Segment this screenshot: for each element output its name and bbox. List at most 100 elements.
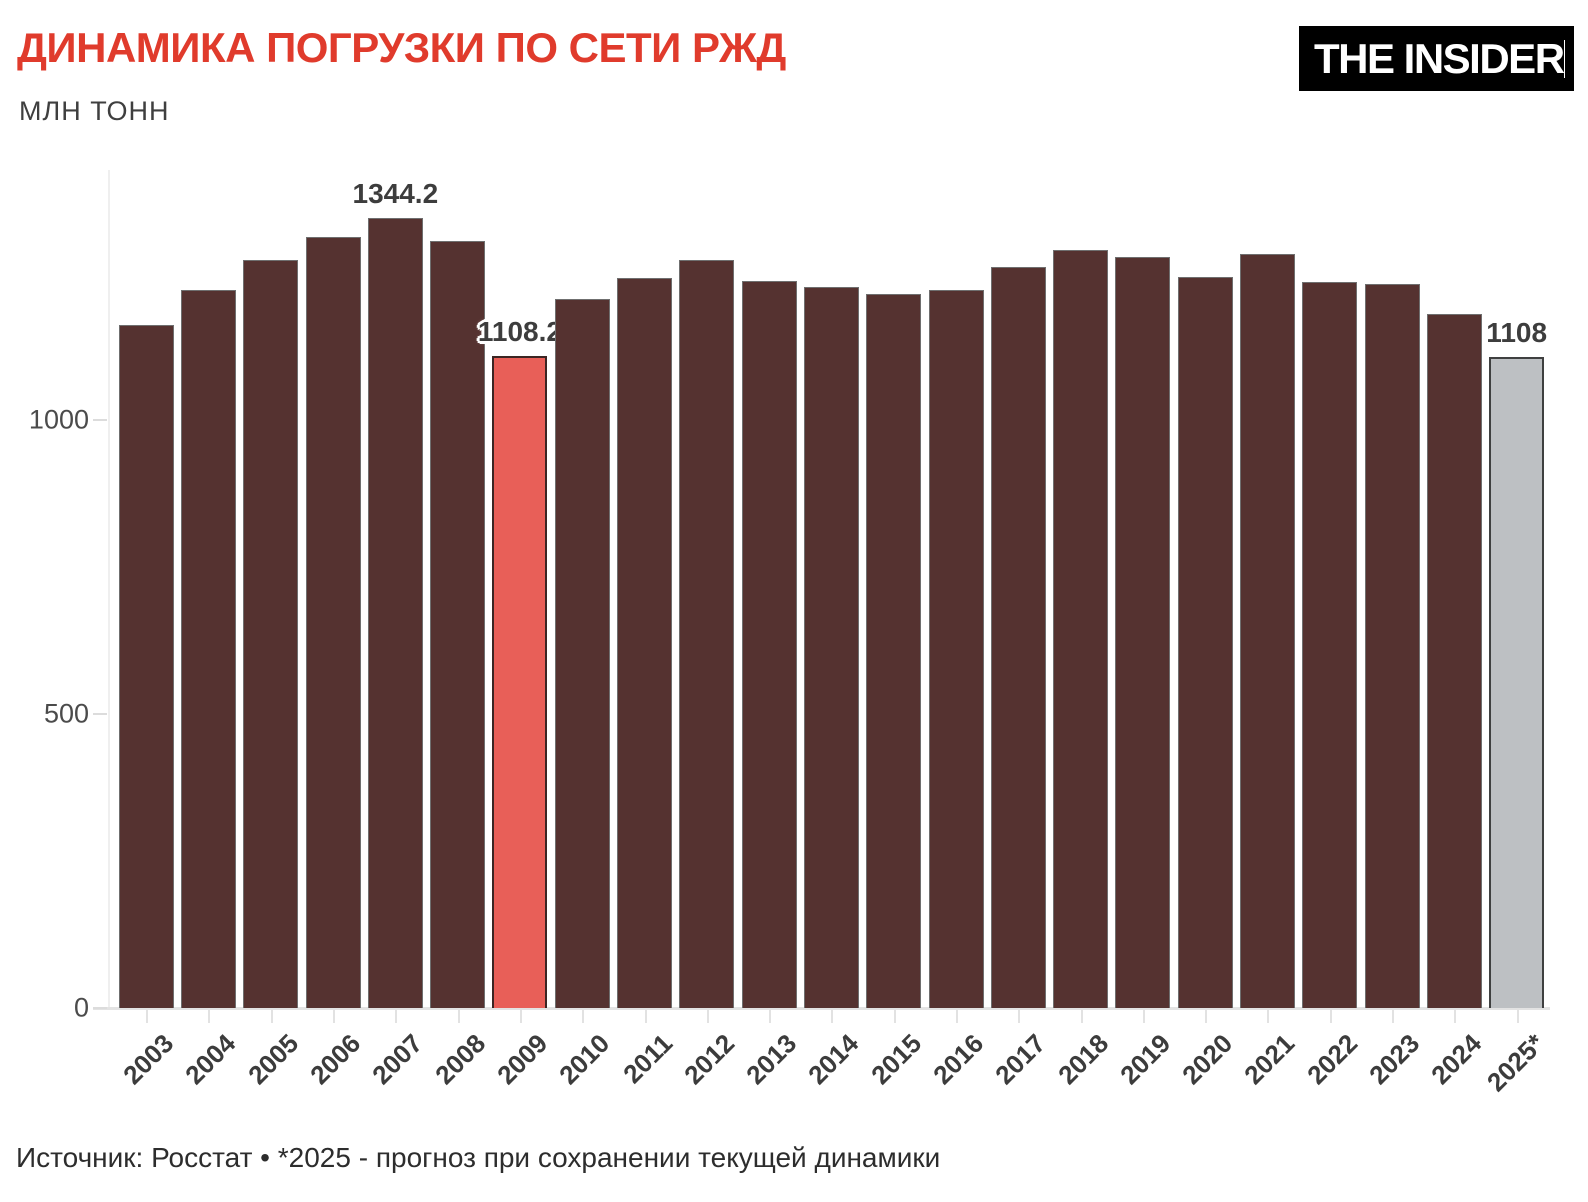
bar-value-label: 1344.2 [352, 177, 439, 209]
logo-cursor-bar-icon [1563, 39, 1565, 78]
x-tick-mark [457, 1010, 460, 1023]
page-title: ДИНАМИКА ПОГРУЗКИ ПО СЕТИ РЖД [17, 24, 786, 71]
x-axis-label: 2015 [864, 1028, 927, 1091]
bar-2014 [803, 286, 859, 1008]
x-axis-label: 2014 [802, 1028, 865, 1091]
logo-text: THE INSIDER [1314, 34, 1565, 82]
x-tick-mark [1142, 1010, 1145, 1023]
x-axis-label: 2018 [1051, 1028, 1114, 1091]
bar-2004 [180, 290, 236, 1008]
x-tick-mark [706, 1010, 709, 1023]
x-axis-label: 2010 [553, 1028, 616, 1091]
bar-2017 [990, 266, 1046, 1008]
x-axis-label: 2007 [366, 1028, 429, 1091]
bar-slot: 2017 [987, 170, 1052, 1090]
bar-slot: 2004 [177, 170, 242, 1090]
x-tick-mark [582, 1010, 585, 1023]
bar-2011 [617, 278, 673, 1008]
x-tick-mark [1205, 1010, 1208, 1023]
x-axis-label: 2022 [1300, 1028, 1363, 1091]
bar-slot: 2023 [1361, 170, 1425, 1090]
bar-2016 [928, 289, 984, 1008]
bar-slot: 2010 [551, 170, 615, 1090]
x-axis-label: 2023 [1363, 1028, 1426, 1091]
bar-2003 [118, 325, 174, 1008]
bar-slot: 2015 [863, 170, 927, 1090]
y-tick-label: 1000 [28, 404, 89, 435]
bar-2018 [1053, 249, 1109, 1008]
source-note: Источник: Росстат • *2025 - прогноз при … [16, 1142, 941, 1173]
bar-slot: 2012 [676, 170, 740, 1090]
x-tick-mark [1516, 1010, 1519, 1023]
x-tick-mark [1329, 1010, 1332, 1023]
x-axis-label: 2012 [677, 1028, 741, 1091]
bar-slot: 2003 [115, 170, 179, 1090]
bar-2012 [679, 260, 735, 1008]
x-axis-label: 2008 [428, 1028, 491, 1091]
bar-2019 [1115, 256, 1171, 1008]
bar-slot: 2024 [1423, 170, 1488, 1090]
the-insider-logo: THE INSIDER [1299, 26, 1574, 91]
x-axis-label: 2005 [241, 1028, 304, 1091]
plot-area: 0 500 1000 2003 2004 2005 2006 2007 1344.2 2008 20… [29, 170, 1550, 1098]
bar-2015 [866, 294, 922, 1008]
x-axis-label: 2011 [616, 1028, 678, 1090]
bar-slot: 2014 [800, 170, 865, 1090]
bar-slot: 2005 [240, 170, 304, 1090]
x-tick-mark [1454, 1010, 1457, 1023]
bar-slot: 2009 1108.2 [478, 170, 562, 1090]
bar-slot: 2008 [426, 170, 491, 1090]
bar-2021 [1239, 253, 1295, 1008]
x-axis-label: 2017 [989, 1028, 1052, 1091]
bar-2024 [1426, 313, 1482, 1008]
y-tick-label: 0 [73, 992, 89, 1023]
x-axis-label: 2025* [1480, 1028, 1550, 1098]
x-tick-mark [208, 1010, 211, 1023]
bar-2008 [430, 241, 486, 1008]
x-tick-mark [769, 1010, 772, 1023]
x-tick-mark [1080, 1010, 1083, 1023]
x-tick-mark [270, 1010, 273, 1023]
bar-slot: 2006 [302, 170, 366, 1090]
x-axis-label: 2003 [117, 1028, 180, 1091]
bar-slot: 2018 [1049, 170, 1114, 1090]
bar-2006 [305, 237, 361, 1008]
bar-slot: 2011 [613, 170, 678, 1089]
x-axis-label: 2006 [304, 1028, 367, 1091]
bar-slot: 2019 [1112, 170, 1176, 1090]
x-tick-mark [519, 1010, 522, 1023]
x-tick-mark [333, 1010, 336, 1023]
y-tick-label: 500 [43, 698, 89, 729]
x-tick-mark [1267, 1010, 1270, 1023]
y-axis-line [108, 170, 110, 1008]
x-axis-label: 2021 [1238, 1028, 1301, 1091]
x-tick-mark [644, 1010, 647, 1023]
bar-2009 [492, 356, 548, 1008]
x-tick-mark [831, 1010, 834, 1023]
bar-slot: 2007 1344.2 [353, 170, 439, 1090]
x-axis-label: 2013 [740, 1028, 803, 1091]
x-tick-mark [1018, 1010, 1021, 1023]
x-axis-label: 2020 [1176, 1028, 1239, 1091]
bar-2020 [1177, 276, 1233, 1008]
x-tick-mark [956, 1010, 958, 1023]
bar-slot: 2025* 1108 [1481, 170, 1550, 1098]
y-tick-mark [93, 713, 107, 715]
bar-2022 [1302, 282, 1358, 1008]
bar-2005 [243, 259, 299, 1008]
x-tick-mark [1392, 1010, 1395, 1023]
x-tick-mark [395, 1010, 398, 1023]
x-axis-label: 2019 [1113, 1028, 1177, 1091]
x-tick-mark [146, 1010, 149, 1023]
x-axis-label: 2016 [927, 1028, 990, 1091]
x-tick-mark [893, 1010, 896, 1023]
bar-2023 [1364, 283, 1420, 1008]
bar-2010 [554, 298, 610, 1008]
x-axis-label: 2004 [179, 1028, 242, 1091]
y-tick-mark [93, 419, 107, 421]
bar-slot: 2021 [1236, 170, 1301, 1090]
bar-slot: 2020 [1174, 170, 1238, 1090]
bar-slot: 2022 [1299, 170, 1363, 1090]
x-axis-label: 2009 [491, 1028, 554, 1091]
